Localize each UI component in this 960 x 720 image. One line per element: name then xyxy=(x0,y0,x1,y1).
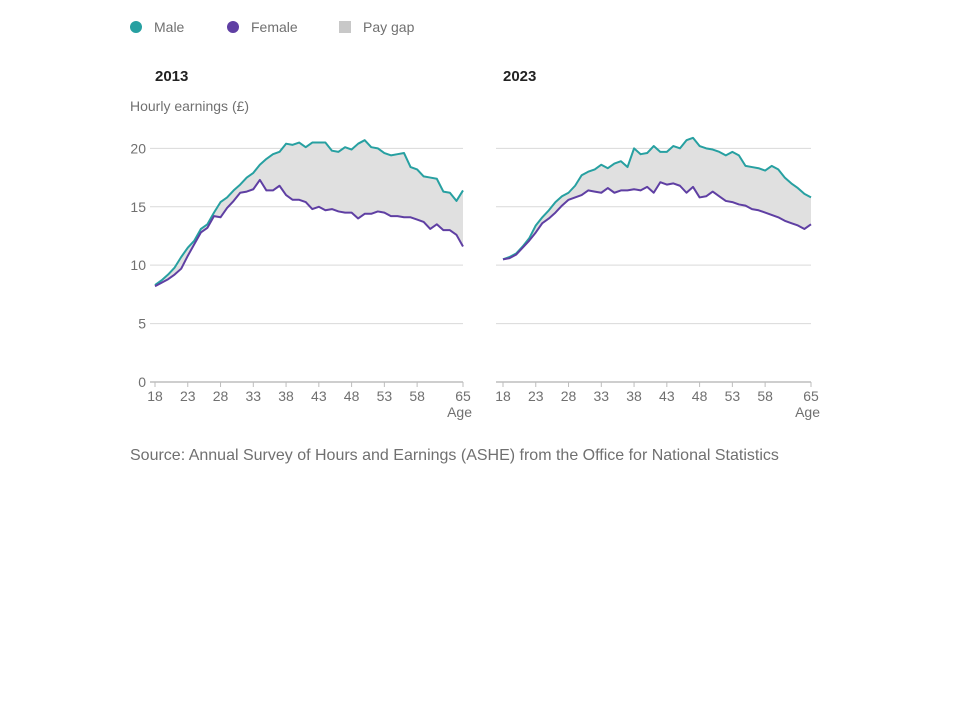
panel-title-2013: 2013 xyxy=(155,68,188,85)
series-line-male xyxy=(502,136,812,261)
x-tick-label-58: 58 xyxy=(409,388,425,404)
source-note: Source: Annual Survey of Hours and Earni… xyxy=(130,447,779,464)
x-axis-title-2023: Age xyxy=(795,404,820,420)
panel-title-2023: 2023 xyxy=(503,68,536,85)
y-tick-label-20: 20 xyxy=(130,140,146,156)
x-tick-label-43: 43 xyxy=(311,388,327,404)
x-tick-label-65: 65 xyxy=(803,388,819,404)
x-tick-label-48: 48 xyxy=(692,388,708,404)
legend-marker-pay-gap xyxy=(339,21,351,33)
x-tick-label-53: 53 xyxy=(725,388,741,404)
x-tick-label-58: 58 xyxy=(757,388,773,404)
chart-panel-2013: 0 5 10 15 20 18 23 28 33 38 43 48 53 58 65 xyxy=(130,139,471,404)
x-axis-title-2013: Age xyxy=(447,404,472,420)
series-line-female xyxy=(502,181,812,261)
x-tick-label-38: 38 xyxy=(278,388,294,404)
x-tick-label-33: 33 xyxy=(594,388,610,404)
y-tick-label-5: 5 xyxy=(138,316,146,332)
legend-label-male: Male xyxy=(154,19,185,35)
x-tick-label-53: 53 xyxy=(377,388,393,404)
chart-panel-2023: 18 23 28 33 38 43 48 53 58 65 xyxy=(495,136,819,404)
series-line-male xyxy=(154,139,464,286)
legend-label-pay-gap: Pay gap xyxy=(363,19,415,35)
x-tick-label-23: 23 xyxy=(528,388,544,404)
legend-marker-female xyxy=(227,21,239,33)
y-tick-label-15: 15 xyxy=(130,199,146,215)
x-tick-label-28: 28 xyxy=(213,388,229,404)
pay-gap-area xyxy=(155,140,463,287)
series-line-female xyxy=(154,178,464,288)
x-tick-label-18: 18 xyxy=(495,388,511,404)
x-tick-label-23: 23 xyxy=(180,388,196,404)
pay-gap-area xyxy=(503,137,811,260)
x-tick-label-33: 33 xyxy=(246,388,262,404)
y-axis-title: Hourly earnings (£) xyxy=(130,98,249,114)
y-tick-label-10: 10 xyxy=(130,257,146,273)
y-tick-label-0: 0 xyxy=(138,374,146,390)
x-tick-label-18: 18 xyxy=(147,388,163,404)
legend-label-female: Female xyxy=(251,19,298,35)
x-tick-label-65: 65 xyxy=(455,388,471,404)
x-tick-label-38: 38 xyxy=(626,388,642,404)
x-tick-label-43: 43 xyxy=(659,388,675,404)
x-tick-label-48: 48 xyxy=(344,388,360,404)
x-tick-label-28: 28 xyxy=(561,388,577,404)
legend-marker-male xyxy=(130,21,142,33)
legend: Male Female Pay gap xyxy=(130,19,415,35)
